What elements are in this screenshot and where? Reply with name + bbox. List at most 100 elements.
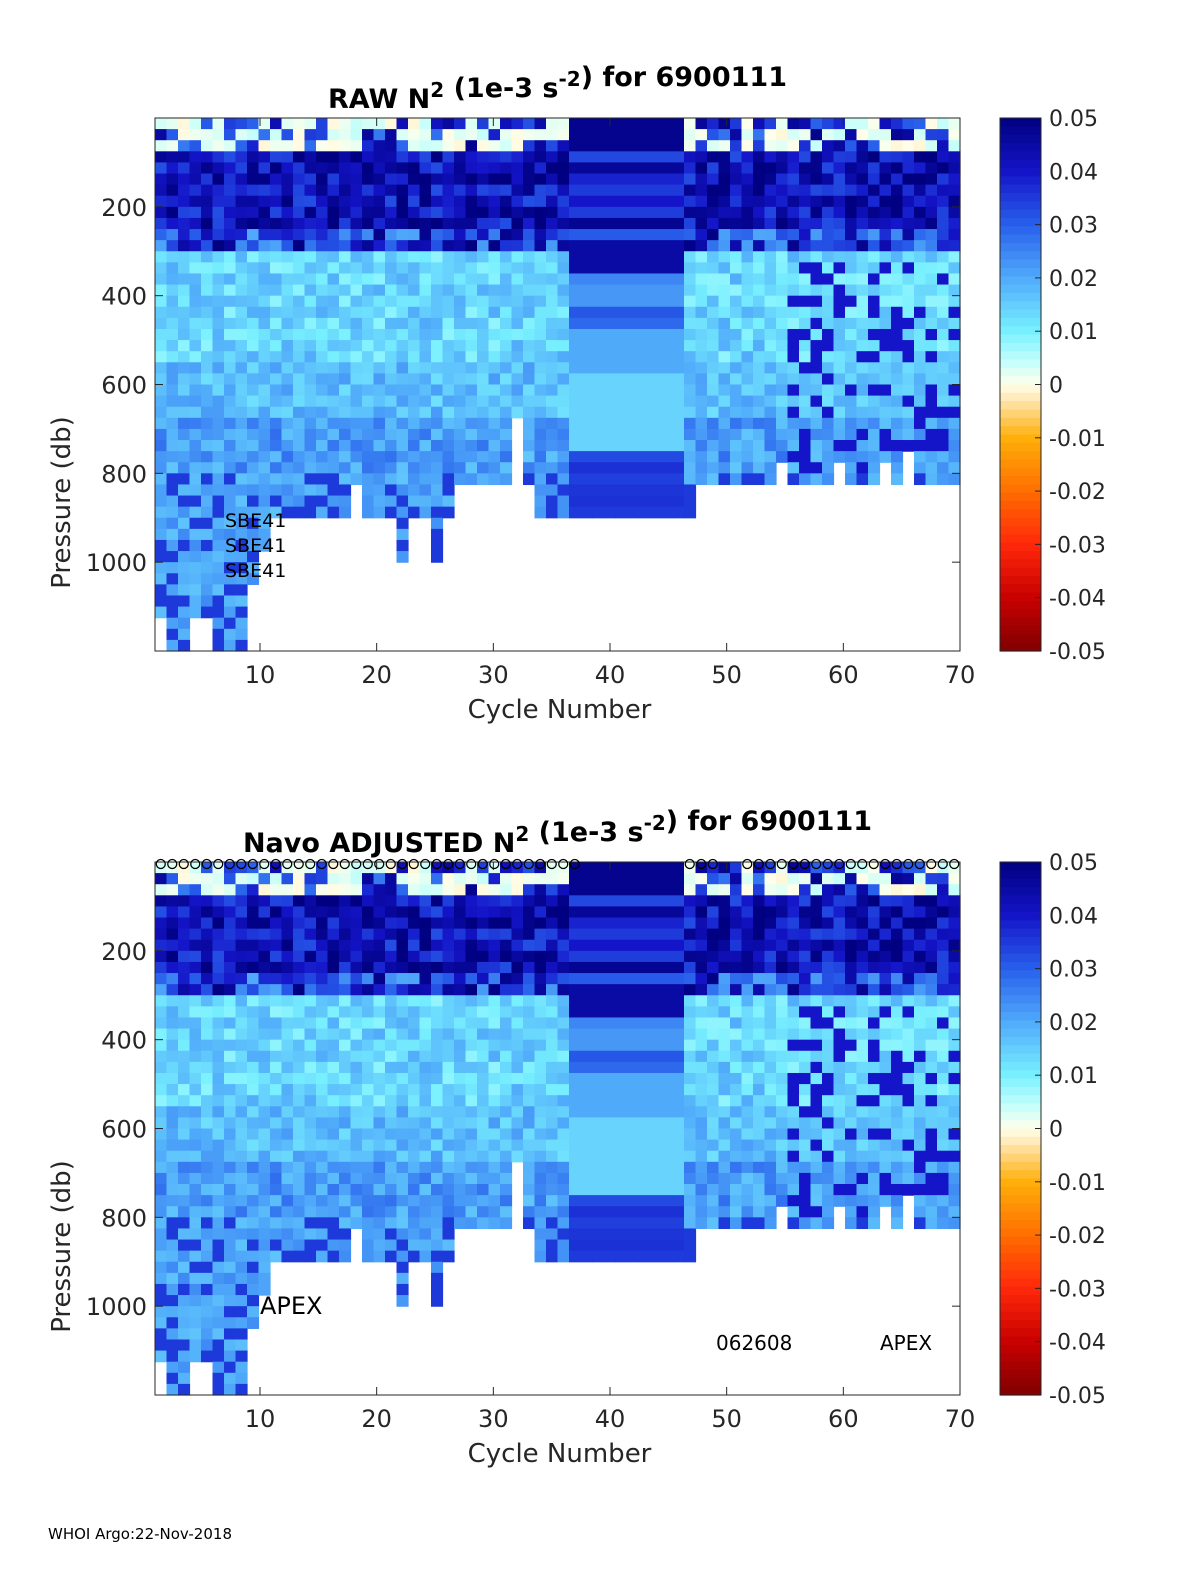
heatmap-cell <box>603 362 616 374</box>
heatmap-cell <box>511 984 524 996</box>
heatmap-cell <box>362 484 375 497</box>
heatmap-cell <box>649 184 662 197</box>
heatmap-cell <box>856 273 869 286</box>
heatmap-cell <box>281 1239 294 1252</box>
colorbar-swatch <box>1000 617 1041 627</box>
heatmap-cell <box>822 162 835 175</box>
heatmap-cell <box>753 1050 766 1063</box>
heatmap-cell <box>730 961 743 974</box>
heatmap-cell <box>224 1317 237 1329</box>
heatmap-cell <box>546 340 559 352</box>
heatmap-cell <box>258 262 271 275</box>
heatmap-cell <box>316 1250 329 1263</box>
heatmap-cell <box>454 340 467 352</box>
heatmap-cell <box>799 118 812 130</box>
heatmap-cell <box>534 451 547 463</box>
heatmap-cell <box>557 240 570 252</box>
heatmap-cell <box>569 184 582 197</box>
heatmap-cell <box>201 1117 214 1130</box>
heatmap-cell <box>695 462 708 474</box>
heatmap-cell <box>580 1084 593 1096</box>
heatmap-cell <box>270 961 283 974</box>
heatmap-cell <box>201 428 214 441</box>
heatmap-cell <box>695 1172 708 1185</box>
heatmap-cell <box>385 417 398 430</box>
heatmap-cell <box>385 184 398 197</box>
heatmap-cell <box>879 1084 892 1096</box>
colorbar-tick-label: 0 <box>1049 374 1063 399</box>
heatmap-cell <box>764 1161 777 1174</box>
heatmap-cell <box>477 1184 490 1196</box>
heatmap-cell <box>799 1139 812 1152</box>
heatmap-cell <box>258 406 271 419</box>
heatmap-cell <box>787 917 800 930</box>
heatmap-cell <box>500 217 513 230</box>
heatmap-cell <box>764 1172 777 1185</box>
heatmap-cell <box>845 295 858 308</box>
heatmap-cell <box>316 428 329 441</box>
heatmap-cell <box>592 317 605 330</box>
heatmap-cell <box>822 184 835 197</box>
heatmap-cell <box>235 1295 248 1307</box>
heatmap-cell <box>603 328 616 341</box>
heatmap-cell <box>293 217 306 230</box>
heatmap-cell <box>787 195 800 208</box>
heatmap-cell <box>442 495 455 508</box>
heatmap-cell <box>741 173 754 186</box>
heatmap-cell <box>350 1061 363 1074</box>
heatmap-cell <box>339 306 352 319</box>
heatmap-cell <box>845 451 858 463</box>
heatmap-cell <box>465 306 478 319</box>
heatmap-cell <box>937 262 950 275</box>
heatmap-cell <box>419 1006 432 1019</box>
heatmap-cell <box>845 140 858 152</box>
heatmap-cell <box>776 251 789 263</box>
heatmap-cell <box>201 562 214 574</box>
heatmap-cell <box>753 229 766 241</box>
heatmap-cell <box>649 1106 662 1118</box>
heatmap-cell <box>776 873 789 885</box>
heatmap-cell <box>638 1117 651 1130</box>
heatmap-cell <box>431 506 444 519</box>
heatmap-cell <box>385 240 398 252</box>
heatmap-cell <box>776 317 789 330</box>
heatmap-cell <box>891 1106 904 1118</box>
heatmap-cell <box>488 1028 501 1041</box>
heatmap-cell <box>741 406 754 419</box>
heatmap-cell <box>465 229 478 241</box>
heatmap-cell <box>189 1250 202 1263</box>
heatmap-cell <box>799 440 812 452</box>
heatmap-cell <box>454 118 467 130</box>
heatmap-cell <box>695 173 708 186</box>
heatmap-cell <box>569 1028 582 1041</box>
heatmap-cell <box>684 462 697 474</box>
heatmap-cell <box>741 284 754 297</box>
heatmap-cell <box>408 1250 421 1263</box>
heatmap-cell <box>592 195 605 208</box>
heatmap-cell <box>615 129 628 141</box>
heatmap-cell <box>534 184 547 197</box>
heatmap-cell <box>155 206 168 219</box>
heatmap-cell <box>362 1184 375 1196</box>
heatmap-cell <box>730 1061 743 1074</box>
heatmap-cell <box>327 406 340 419</box>
heatmap-cell <box>764 1217 777 1230</box>
heatmap-cell <box>592 1084 605 1096</box>
heatmap-cell <box>350 1039 363 1052</box>
heatmap-cell <box>316 1139 329 1152</box>
heatmap-cell <box>638 306 651 319</box>
heatmap-cell <box>856 1128 869 1141</box>
heatmap-cell <box>189 173 202 186</box>
heatmap-cell <box>649 884 662 896</box>
heatmap-cell <box>534 950 547 963</box>
heatmap-cell <box>224 551 237 563</box>
colorbar-swatch <box>1000 159 1041 169</box>
heatmap-cell <box>753 440 766 452</box>
heatmap-cell <box>707 140 720 152</box>
heatmap-cell <box>592 306 605 319</box>
heatmap-cell <box>534 1150 547 1163</box>
heatmap-cell <box>189 417 202 430</box>
heatmap-cell <box>454 1028 467 1041</box>
heatmap-cell <box>247 240 260 252</box>
heatmap-cell <box>224 462 237 474</box>
